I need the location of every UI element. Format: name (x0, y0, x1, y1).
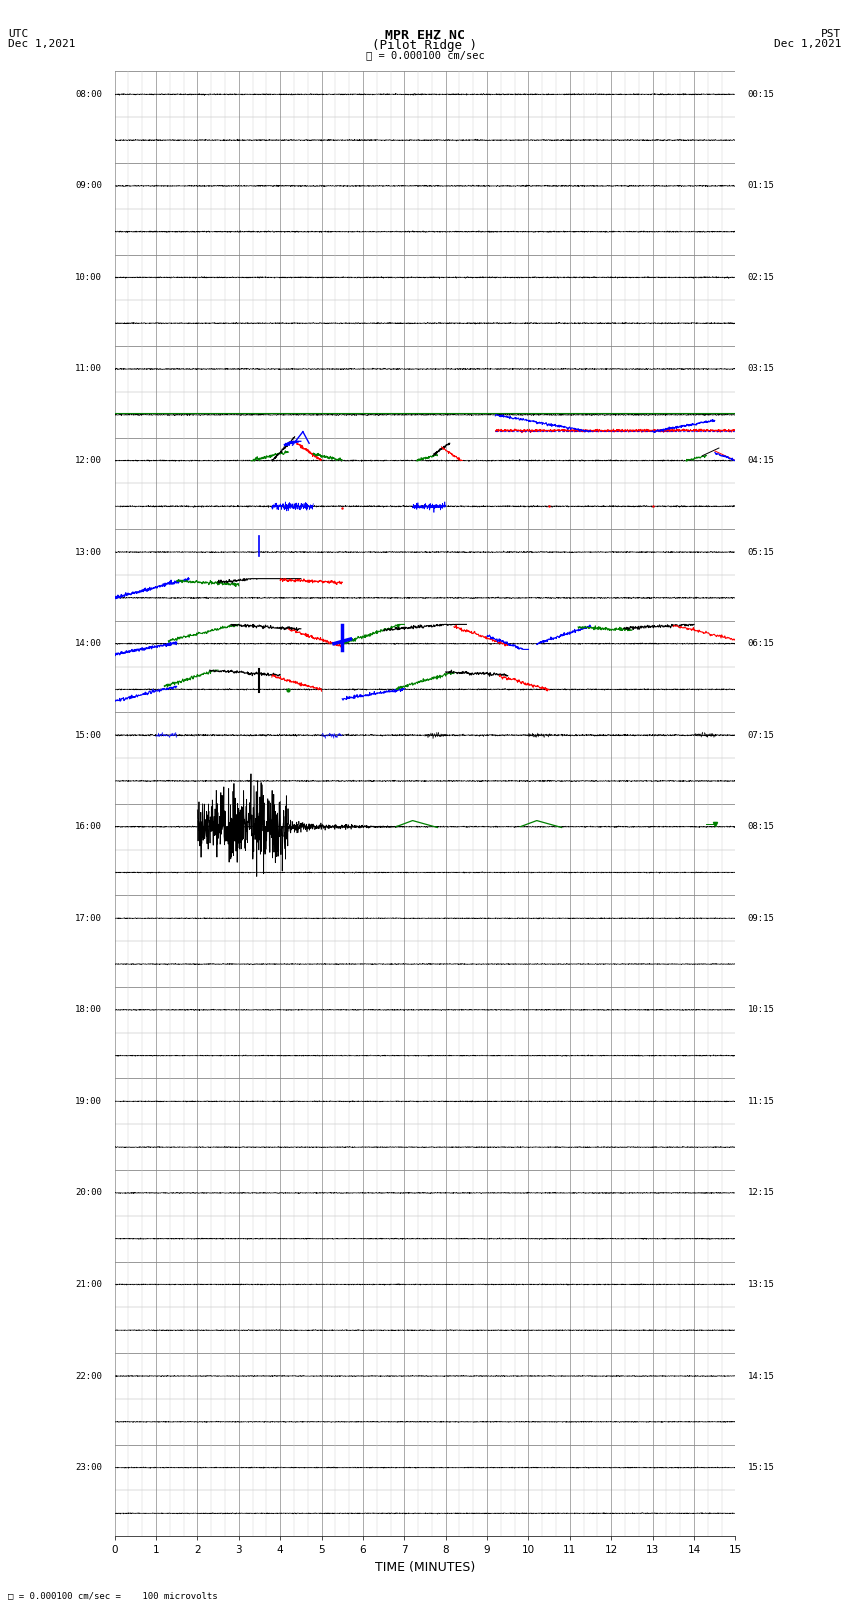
Text: 03:15: 03:15 (748, 365, 774, 374)
Text: 13:15: 13:15 (748, 1281, 774, 1289)
Text: 15:00: 15:00 (76, 731, 102, 740)
Text: Dec 1,2021: Dec 1,2021 (8, 39, 76, 48)
Text: □ = 0.000100 cm/sec =    100 microvolts: □ = 0.000100 cm/sec = 100 microvolts (8, 1590, 218, 1600)
Text: 15:15: 15:15 (748, 1463, 774, 1473)
Text: 14:00: 14:00 (76, 639, 102, 648)
Text: 11:00: 11:00 (76, 365, 102, 374)
Text: 07:15: 07:15 (748, 731, 774, 740)
Text: (Pilot Ridge ): (Pilot Ridge ) (372, 39, 478, 52)
Text: 20:00: 20:00 (76, 1189, 102, 1197)
Text: 19:00: 19:00 (76, 1097, 102, 1107)
Text: 23:00: 23:00 (76, 1463, 102, 1473)
Text: 12:15: 12:15 (748, 1189, 774, 1197)
Text: 08:15: 08:15 (748, 823, 774, 831)
Text: 09:00: 09:00 (76, 181, 102, 190)
Text: 18:00: 18:00 (76, 1005, 102, 1015)
Text: 22:00: 22:00 (76, 1371, 102, 1381)
Text: 02:15: 02:15 (748, 273, 774, 282)
Text: PST: PST (821, 29, 842, 39)
Text: 21:00: 21:00 (76, 1281, 102, 1289)
Text: MPR EHZ NC: MPR EHZ NC (385, 29, 465, 42)
Text: 06:15: 06:15 (748, 639, 774, 648)
Text: 16:00: 16:00 (76, 823, 102, 831)
Text: 01:15: 01:15 (748, 181, 774, 190)
Text: 00:15: 00:15 (748, 90, 774, 98)
Text: 14:15: 14:15 (748, 1371, 774, 1381)
Text: 12:00: 12:00 (76, 456, 102, 465)
Text: UTC: UTC (8, 29, 29, 39)
Text: 08:00: 08:00 (76, 90, 102, 98)
Text: 04:15: 04:15 (748, 456, 774, 465)
Text: Dec 1,2021: Dec 1,2021 (774, 39, 842, 48)
Text: 11:15: 11:15 (748, 1097, 774, 1107)
Text: ⎸ = 0.000100 cm/sec: ⎸ = 0.000100 cm/sec (366, 50, 484, 60)
Text: 13:00: 13:00 (76, 547, 102, 556)
Text: 10:15: 10:15 (748, 1005, 774, 1015)
X-axis label: TIME (MINUTES): TIME (MINUTES) (375, 1561, 475, 1574)
Text: 09:15: 09:15 (748, 915, 774, 923)
Text: 10:00: 10:00 (76, 273, 102, 282)
Text: 17:00: 17:00 (76, 915, 102, 923)
Text: 05:15: 05:15 (748, 547, 774, 556)
